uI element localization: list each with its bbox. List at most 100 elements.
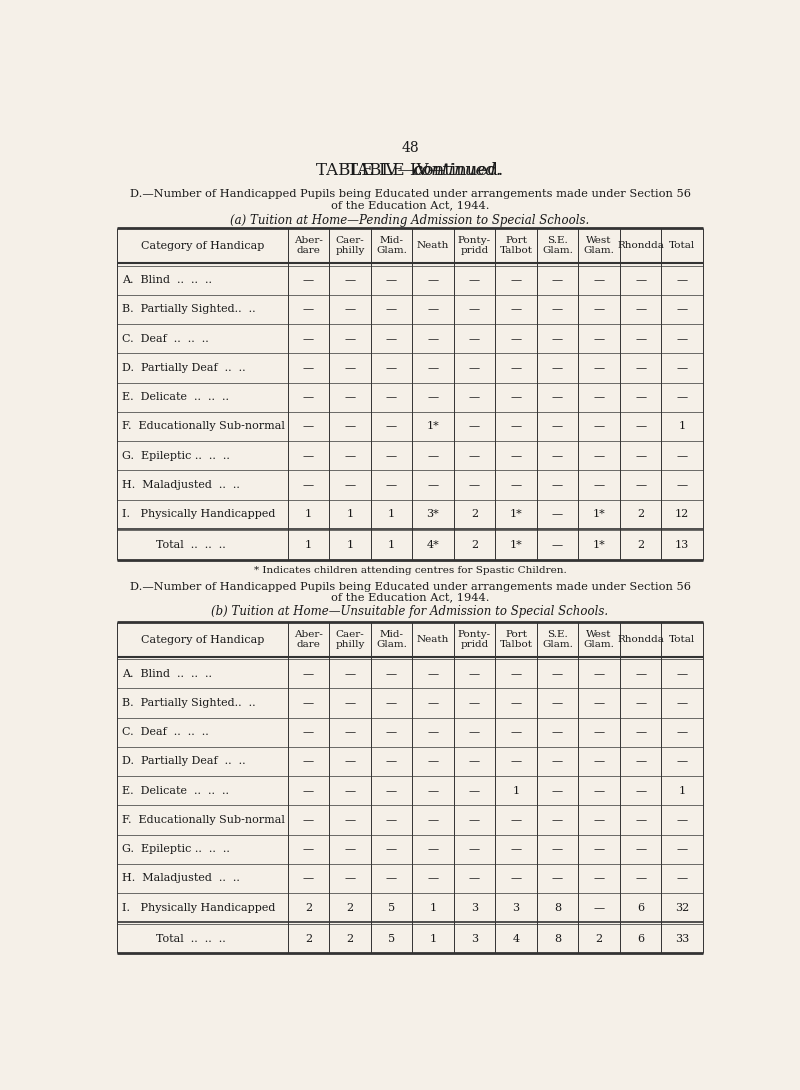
Text: —: — <box>344 727 355 737</box>
Text: 1*: 1* <box>510 540 522 550</box>
Text: Total  ..  ..  ..: Total .. .. .. <box>156 933 226 944</box>
Text: S.E.
Glam.: S.E. Glam. <box>542 630 573 650</box>
Text: —: — <box>635 304 646 314</box>
Text: —: — <box>427 727 438 737</box>
Text: —: — <box>302 363 314 373</box>
Text: —: — <box>594 845 605 855</box>
Text: —: — <box>677 334 688 343</box>
Text: —: — <box>469 786 480 796</box>
Text: —: — <box>594 392 605 402</box>
Text: —: — <box>594 334 605 343</box>
Text: 2: 2 <box>346 903 354 912</box>
Text: —: — <box>386 363 397 373</box>
Text: of the Education Act, 1944.: of the Education Act, 1944. <box>330 199 490 209</box>
Text: —: — <box>386 698 397 707</box>
Text: —: — <box>386 668 397 679</box>
Text: —: — <box>510 304 522 314</box>
Text: 13: 13 <box>675 540 690 550</box>
Text: —: — <box>302 873 314 884</box>
Text: —: — <box>677 727 688 737</box>
Text: Rhondda: Rhondda <box>618 241 664 250</box>
Text: —: — <box>469 422 480 432</box>
Text: —: — <box>469 304 480 314</box>
Text: 3*: 3* <box>426 509 439 519</box>
Text: —: — <box>510 392 522 402</box>
Text: —: — <box>510 756 522 766</box>
Text: —: — <box>344 668 355 679</box>
Text: —: — <box>302 845 314 855</box>
Text: 2: 2 <box>637 540 644 550</box>
Text: 1*: 1* <box>593 540 606 550</box>
Text: —: — <box>469 480 480 491</box>
Text: D.  Partially Deaf  ..  ..: D. Partially Deaf .. .. <box>122 756 246 766</box>
Text: (b) Tuition at Home—Unsuitable for Admission to Special Schools.: (b) Tuition at Home—Unsuitable for Admis… <box>211 605 609 618</box>
Text: G.  Epileptic ..  ..  ..: G. Epileptic .. .. .. <box>122 845 230 855</box>
Text: —: — <box>552 363 563 373</box>
Text: —: — <box>594 304 605 314</box>
Text: —: — <box>302 334 314 343</box>
Text: continued.: continued. <box>412 162 502 180</box>
Text: —: — <box>552 786 563 796</box>
Text: —: — <box>635 698 646 707</box>
Text: 1: 1 <box>346 509 354 519</box>
Text: A.  Blind  ..  ..  ..: A. Blind .. .. .. <box>122 275 212 286</box>
Text: —: — <box>635 873 646 884</box>
Text: —: — <box>344 845 355 855</box>
Text: —: — <box>635 756 646 766</box>
Text: E.  Delicate  ..  ..  ..: E. Delicate .. .. .. <box>122 786 229 796</box>
Text: —: — <box>344 304 355 314</box>
Text: —: — <box>677 845 688 855</box>
Text: —: — <box>594 756 605 766</box>
Text: —: — <box>302 668 314 679</box>
Text: D.  Partially Deaf  ..  ..: D. Partially Deaf .. .. <box>122 363 246 373</box>
Text: —: — <box>302 304 314 314</box>
Text: —: — <box>344 698 355 707</box>
Text: Caer-
philly: Caer- philly <box>335 630 365 650</box>
Text: —: — <box>677 275 688 286</box>
Text: —: — <box>427 873 438 884</box>
Text: —: — <box>344 786 355 796</box>
Text: —: — <box>469 727 480 737</box>
Text: —: — <box>344 873 355 884</box>
Text: —: — <box>552 509 563 519</box>
Text: 3: 3 <box>471 903 478 912</box>
Text: 1: 1 <box>388 540 395 550</box>
Text: —: — <box>427 392 438 402</box>
Text: 2: 2 <box>637 509 644 519</box>
Text: —: — <box>510 698 522 707</box>
Text: —: — <box>510 422 522 432</box>
Text: —: — <box>427 275 438 286</box>
Text: —: — <box>302 786 314 796</box>
Text: —: — <box>635 786 646 796</box>
Text: —: — <box>635 392 646 402</box>
Text: —: — <box>386 786 397 796</box>
Text: —: — <box>386 727 397 737</box>
Text: 1: 1 <box>430 903 437 912</box>
Text: —: — <box>344 815 355 825</box>
Text: 1: 1 <box>513 786 519 796</box>
Text: —: — <box>635 422 646 432</box>
Text: B.  Partially Sighted..  ..: B. Partially Sighted.. .. <box>122 304 255 314</box>
Text: 1: 1 <box>305 509 312 519</box>
Text: —: — <box>302 698 314 707</box>
Text: West
Glam.: West Glam. <box>584 235 614 255</box>
Text: —: — <box>552 815 563 825</box>
Text: —: — <box>427 480 438 491</box>
Text: —: — <box>510 451 522 461</box>
Text: G.  Epileptic ..  ..  ..: G. Epileptic .. .. .. <box>122 451 230 461</box>
Text: —: — <box>510 845 522 855</box>
Text: 3: 3 <box>471 933 478 944</box>
Text: —: — <box>594 786 605 796</box>
Text: —: — <box>386 451 397 461</box>
Text: —: — <box>677 480 688 491</box>
Text: I.   Physically Handicapped: I. Physically Handicapped <box>122 903 275 912</box>
Text: Neath: Neath <box>417 241 449 250</box>
Text: TABLE IV—: TABLE IV— <box>347 162 446 180</box>
Text: —: — <box>469 334 480 343</box>
Text: —: — <box>469 698 480 707</box>
Text: B.  Partially Sighted..  ..: B. Partially Sighted.. .. <box>122 698 255 707</box>
Text: 4*: 4* <box>426 540 439 550</box>
Text: —: — <box>510 815 522 825</box>
Text: —: — <box>469 815 480 825</box>
Text: —: — <box>344 422 355 432</box>
